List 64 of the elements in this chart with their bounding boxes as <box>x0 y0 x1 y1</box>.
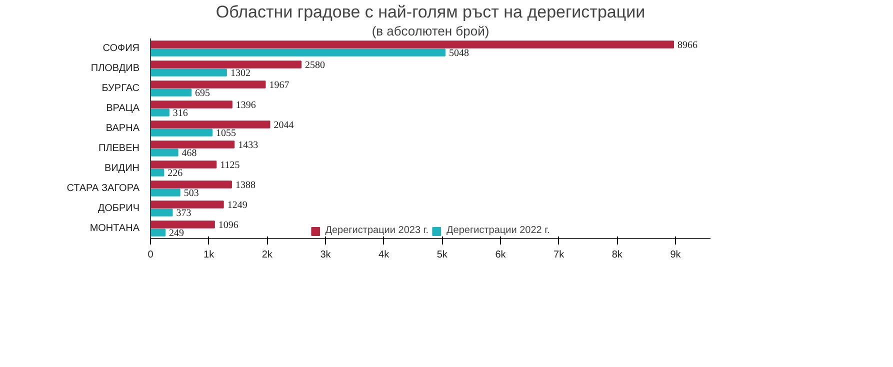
y-tick-label: ВИДИН <box>104 163 140 174</box>
y-tick-label: СТАРА ЗАГОРА <box>66 183 140 194</box>
bar <box>150 100 232 108</box>
x-tick-label: 4k <box>378 250 390 260</box>
bar <box>150 208 173 216</box>
y-tick-label: МОНТАНА <box>90 223 140 234</box>
data-label: 249 <box>169 228 184 239</box>
y-tick-label: БУРГАС <box>102 83 140 94</box>
bar <box>150 220 215 228</box>
data-label: 468 <box>182 148 197 159</box>
data-label: 316 <box>172 108 188 119</box>
bar <box>150 48 446 56</box>
bar <box>150 40 674 48</box>
y-tick-label: СОФИЯ <box>102 43 140 54</box>
data-label: 2580 <box>305 60 325 71</box>
data-label: 1433 <box>238 140 258 151</box>
x-tick-label: 6k <box>495 250 507 260</box>
data-label: 1096 <box>218 220 238 231</box>
y-tick-label: ПЛЕВЕН <box>98 143 140 154</box>
data-label: 1388 <box>235 180 256 191</box>
data-label: 373 <box>176 208 192 219</box>
bar <box>150 228 166 236</box>
bar <box>150 68 227 76</box>
bar <box>150 188 180 196</box>
bar <box>150 88 192 96</box>
bar <box>150 80 266 88</box>
bar <box>150 120 270 128</box>
bar <box>150 200 224 208</box>
bar <box>150 140 235 148</box>
data-label: 503 <box>184 188 199 199</box>
x-tick-label: 7k <box>554 250 566 260</box>
bar <box>150 60 302 68</box>
data-label: 1967 <box>269 80 290 91</box>
x-tick-label: 2k <box>262 250 274 260</box>
data-label: 1249 <box>227 200 248 211</box>
y-tick-label: ПЛОВДИВ <box>90 63 140 74</box>
data-label: 5048 <box>448 48 469 59</box>
x-tick-label: 0 <box>148 250 154 260</box>
y-tick-label: ВАРНА <box>106 123 140 134</box>
data-label: 695 <box>195 88 210 99</box>
bar <box>150 128 213 136</box>
data-label: 8966 <box>678 40 698 51</box>
data-label: 1302 <box>230 68 250 79</box>
bar <box>150 168 164 176</box>
data-label: 1055 <box>216 128 236 139</box>
x-tick-label: 1k <box>204 250 216 260</box>
data-label: 1396 <box>236 100 256 111</box>
x-tick-label: 5k <box>436 250 448 260</box>
legend-label: Дерегистрации 2022 г. <box>446 225 550 236</box>
x-tick-label: 9k <box>670 250 682 260</box>
x-tick-label: 8k <box>612 250 624 260</box>
bar <box>150 148 178 156</box>
chart-title: Областни градове с най-голям ръст на дерегистрации <box>216 2 646 22</box>
bar <box>150 108 170 116</box>
chart-subtitle: (в абсолютен брой) <box>372 24 490 38</box>
x-tick-label: 3k <box>320 250 332 260</box>
data-label: 226 <box>168 168 183 179</box>
y-tick-label: ВРАЦА <box>106 103 140 114</box>
bar <box>150 160 217 168</box>
y-tick-label: ДОБРИЧ <box>98 203 140 214</box>
data-label: 1125 <box>220 160 240 171</box>
legend-label: Дерегистрации 2023 г. <box>325 225 428 236</box>
data-label: 2044 <box>274 120 294 131</box>
bar <box>150 180 232 188</box>
